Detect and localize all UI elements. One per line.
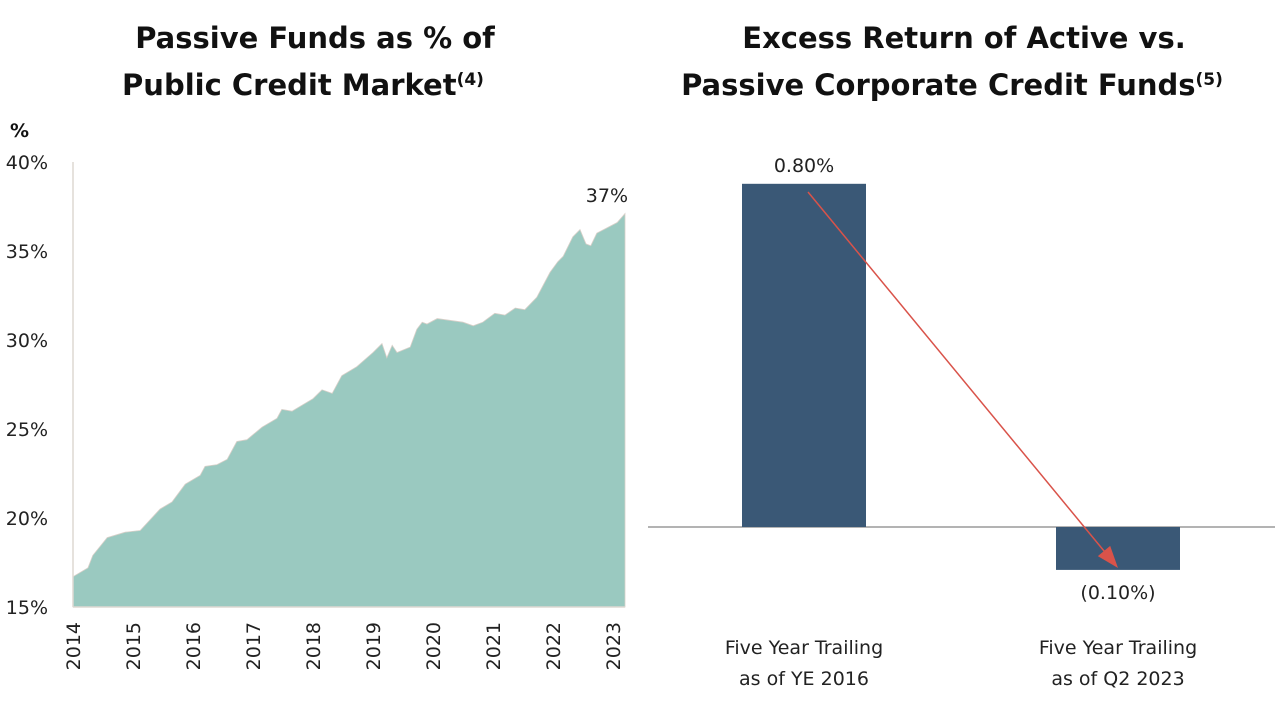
left-title-text: Public Credit Market — [122, 68, 457, 102]
category-label: as of Q2 2023 — [1051, 668, 1184, 690]
bar-data-label: (0.10%) — [1080, 582, 1155, 604]
x-tick-label: 2019 — [363, 622, 385, 670]
right-title-text: Passive Corporate Credit Funds — [681, 68, 1195, 102]
y-axis-unit-label: % — [10, 120, 29, 142]
y-tick-label: 25% — [6, 419, 48, 441]
right-chart-title-line1: Excess Return of Active vs. — [742, 21, 1185, 55]
x-tick-label: 2021 — [483, 622, 505, 670]
x-tick-label: 2022 — [543, 622, 565, 670]
x-tick-label: 2017 — [243, 622, 265, 670]
left-footnote: (4) — [457, 70, 484, 90]
right-chart-title-line2: Passive Corporate Credit Funds(5) — [681, 68, 1223, 102]
bar — [742, 183, 866, 528]
bar — [1056, 527, 1180, 570]
area-series — [72, 212, 626, 608]
y-tick-label: 35% — [6, 241, 48, 263]
right-footnote: (5) — [1196, 70, 1223, 90]
left-chart-title-line1: Passive Funds as % of — [135, 21, 495, 55]
x-tick-label: 2016 — [183, 622, 205, 670]
category-label: Five Year Trailing — [1039, 637, 1197, 659]
y-tick-label: 30% — [6, 330, 48, 352]
y-tick-label: 15% — [6, 597, 48, 619]
arrowhead-icon — [1097, 545, 1118, 568]
x-tick-label: 2023 — [603, 622, 625, 670]
y-tick-label: 20% — [6, 508, 48, 530]
bar-chart: 0.80% Five Year Trailing as of YE 2016 (0.1… — [648, 155, 1275, 690]
x-tick-label: 2015 — [123, 622, 145, 670]
left-chart-title-line2: Public Credit Market(4) — [122, 68, 484, 102]
x-tick-label: 2018 — [303, 622, 325, 670]
y-tick-label: 40% — [6, 152, 48, 174]
area-chart: 15% 20% 25% 30% 35% 40% 2014 2015 2016 2017 2018 20… — [6, 152, 628, 670]
trend-arrow-line — [807, 191, 1110, 558]
x-tick-label: 2014 — [63, 622, 85, 670]
x-tick-label: 2020 — [423, 622, 445, 670]
bar-data-label: 0.80% — [774, 155, 834, 177]
category-label: as of YE 2016 — [739, 668, 869, 690]
category-label: Five Year Trailing — [725, 637, 883, 659]
end-value-label: 37% — [586, 185, 628, 207]
